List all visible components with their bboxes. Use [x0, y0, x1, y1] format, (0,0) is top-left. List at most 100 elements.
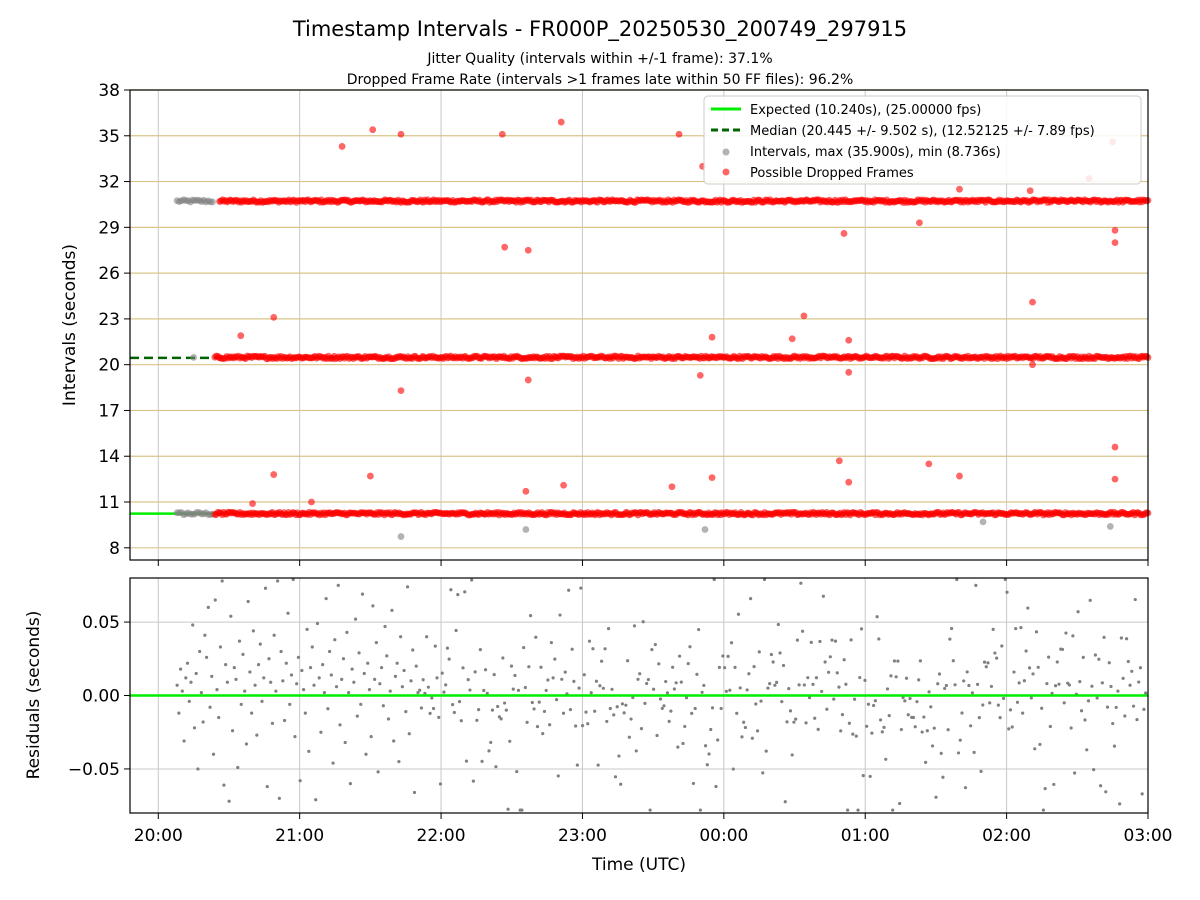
residual-point: [736, 612, 741, 616]
residual-point: [1069, 726, 1073, 730]
residual-point: [660, 706, 664, 711]
residual-point: [842, 658, 846, 662]
residual-point: [639, 727, 644, 731]
legend: Expected (10.240s), (25.00000 fps) Media…: [703, 95, 1142, 185]
residual-point: [1057, 682, 1061, 686]
residual-point: [608, 706, 612, 711]
residual-point: [532, 707, 536, 711]
residual-point: [1045, 681, 1049, 686]
residual-point: [182, 739, 186, 743]
residual-point: [676, 745, 680, 749]
residual-point: [464, 759, 469, 763]
residual-point: [352, 680, 356, 684]
residual-point: [620, 702, 625, 706]
residual-point: [217, 715, 221, 720]
residual-point: [859, 627, 864, 631]
residual-point: [619, 782, 623, 786]
residual-point: [813, 716, 817, 720]
residual-point: [561, 711, 566, 715]
residual-point: [662, 704, 666, 708]
top-y-tick-label: 8: [109, 539, 120, 559]
residual-point: [288, 702, 292, 706]
residual-point: [956, 751, 961, 755]
dropped-frame-point: [524, 246, 532, 254]
residual-point: [872, 703, 876, 708]
residual-point: [262, 676, 266, 680]
residual-point: [643, 701, 647, 705]
residual-point: [894, 675, 898, 679]
residual-point: [873, 699, 877, 703]
residual-point: [390, 608, 394, 612]
residual-point: [241, 652, 245, 656]
residual-point: [1024, 649, 1028, 653]
residual-point: [527, 665, 531, 669]
residual-point: [442, 690, 446, 694]
residual-point: [884, 757, 888, 761]
residual-point: [558, 613, 562, 617]
residual-point: [882, 725, 886, 729]
residual-point: [631, 695, 635, 700]
residual-point: [489, 740, 493, 745]
residual-point: [471, 779, 476, 783]
residual-point: [975, 682, 980, 686]
residual-point: [1038, 742, 1042, 747]
residual-point: [511, 687, 515, 691]
residual-point: [1003, 577, 1007, 582]
residual-point: [414, 664, 418, 668]
legend-dropped-swatch: [722, 168, 730, 176]
residual-point: [326, 707, 330, 711]
residual-point: [452, 710, 456, 715]
residual-point: [684, 696, 689, 700]
residual-point: [579, 586, 583, 590]
residual-point: [917, 678, 921, 682]
residual-point: [596, 763, 600, 767]
residual-point: [265, 784, 269, 789]
residual-point: [492, 672, 496, 677]
residual-point: [764, 749, 768, 753]
residual-point: [833, 639, 838, 643]
residual-point: [1022, 679, 1026, 683]
residual-point: [601, 686, 605, 690]
residual-point: [388, 689, 392, 693]
residual-point: [355, 714, 359, 718]
residual-point: [177, 711, 181, 715]
residual-point: [962, 679, 966, 683]
residual-point: [1005, 590, 1009, 594]
residual-point: [260, 699, 264, 703]
residual-point: [688, 645, 692, 649]
residual-point: [327, 649, 332, 654]
residual-point: [1133, 597, 1137, 602]
residual-point: [693, 706, 697, 711]
residual-point: [253, 683, 257, 687]
residual-point: [251, 629, 255, 633]
residual-point: [632, 624, 637, 628]
top-y-axis-label: Intervals (seconds): [60, 244, 80, 406]
residual-point: [1071, 634, 1075, 638]
residual-point: [461, 666, 465, 670]
residual-point: [904, 676, 909, 680]
dropped-frame-point: [397, 130, 405, 138]
top-y-tick-label: 35: [98, 127, 120, 147]
residual-point: [539, 665, 543, 669]
residual-point: [794, 717, 798, 721]
residual-point: [880, 730, 884, 734]
residual-point: [908, 696, 912, 701]
residual-point: [225, 680, 229, 684]
residual-point: [333, 638, 337, 642]
residual-point: [816, 727, 820, 731]
residual-point: [244, 742, 249, 746]
residual-point: [1112, 744, 1117, 748]
residual-point: [385, 654, 389, 658]
residual-point: [1098, 784, 1103, 788]
residual-point: [425, 635, 429, 639]
top-y-tick-label: 32: [98, 173, 120, 193]
residual-point: [312, 683, 316, 687]
residual-point: [272, 633, 276, 637]
dropped-frame-point: [397, 387, 405, 395]
residual-point: [723, 666, 727, 670]
residual-point: [1135, 718, 1139, 722]
residual-point: [702, 683, 706, 688]
residual-point: [307, 749, 311, 753]
residual-point: [463, 590, 467, 594]
top-y-tick-label: 23: [98, 310, 120, 330]
